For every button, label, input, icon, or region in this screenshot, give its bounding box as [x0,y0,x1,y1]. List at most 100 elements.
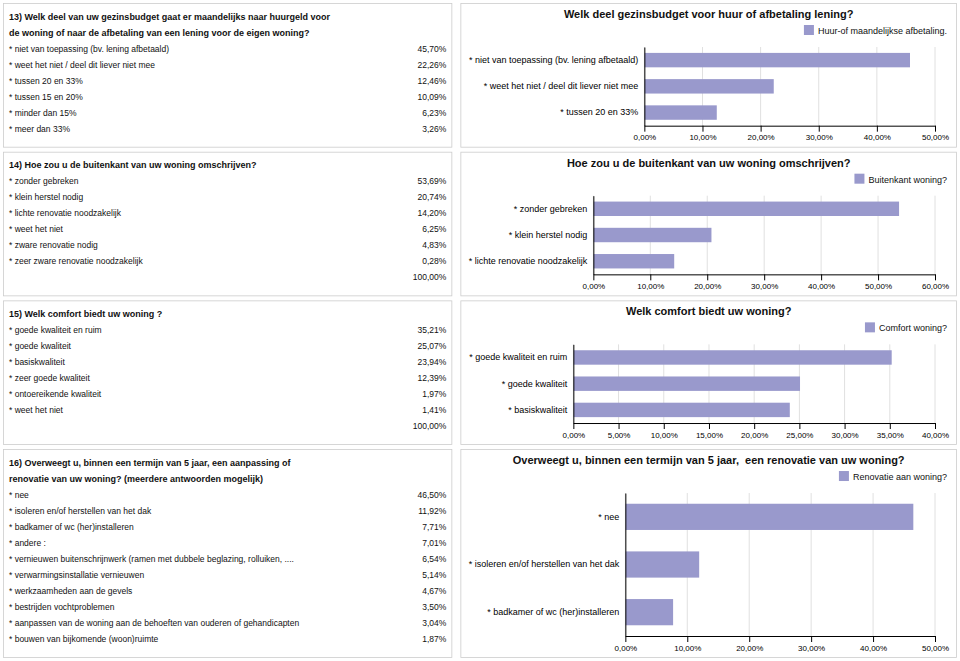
tick-mark [749,636,750,642]
axis-line [645,126,936,127]
x-tick: 50,00% [922,636,949,653]
chart-title: Hoe zou u de buitenkant van uw woning om… [567,157,851,169]
row-value: 11,92% [418,506,447,516]
x-tick: 20,00% [741,423,768,440]
y-tick: * nee [598,512,625,522]
row-value: 46,50% [418,490,447,500]
row-label: * vernieuwen buitenschrijnwerk (ramen me… [9,554,294,564]
legend-label: Renovatie aan woning? [853,472,947,482]
panel-question: 14) Hoe zou u de buitenkant van uw wonin… [9,160,257,170]
text-panel: 13) Welk deel van uw gezinsbudget gaat e… [4,4,452,148]
tick-mark [845,423,846,429]
tick-mark [935,274,936,280]
tick-label: 50,00% [865,282,892,291]
grid [593,196,935,275]
grid [644,47,935,126]
y-tick: * weet het niet / deel dit liever niet m… [484,81,645,91]
x-axis: 0,00%10,00%20,00%30,00%40,00%50,00%60,00… [583,274,950,291]
question-line: 14) Hoe zou u de buitenkant van uw wonin… [9,160,257,170]
category-label: * isoleren en/of herstellen van het dak [469,559,620,569]
y-axis: * tussen 20 en 33% * weet het niet / deel… [469,48,645,127]
x-tick: 60,00% [922,274,949,291]
row-label: * tussen 20 en 33% [9,76,83,86]
tick-mark [799,423,800,429]
x-tick: 10,00% [651,423,678,440]
x-tick: 50,00% [865,274,892,291]
x-tick: 35,00% [877,423,904,440]
row-label: * basiskwaliteit [9,357,65,367]
legend-swatch [854,174,864,184]
panel-total: 100,00% [413,272,447,282]
tick-mark [619,423,620,429]
row-value: 22,26% [418,60,447,70]
legend-label: Buitenkant woning? [868,175,947,185]
row-label: * aanpassen van de woning aan de behoeft… [9,618,299,628]
tick-label: 20,00% [741,431,768,440]
tick-label: 0,00% [634,133,657,142]
x-tick: 40,00% [860,636,887,653]
row-value: 10,09% [418,92,447,102]
row-value: 1,87% [422,634,447,644]
tick-label: 50,00% [922,644,949,653]
x-tick: 40,00% [808,274,835,291]
row-value: 6,54% [422,554,447,564]
row-value: 45,70% [418,44,447,54]
grid [573,344,935,423]
row-value: 5,14% [422,570,447,580]
row-label: * minder dan 15% [9,108,77,118]
axis-line [625,494,626,637]
tick-label: 30,00% [806,133,833,142]
tick-mark [707,274,708,280]
grid-line [593,196,594,275]
row-value: 25,07% [418,341,447,351]
bar [573,403,789,417]
tick-label: 20,00% [694,282,721,291]
x-tick: 10,00% [637,274,664,291]
category-label: * basiskwaliteit [508,405,568,415]
x-tick: 30,00% [798,636,825,653]
panel-frame [461,301,957,445]
panel-frame [461,152,957,296]
tick-mark [754,423,755,429]
panel-frame [4,152,452,296]
tick-mark [878,274,879,280]
row-label: * nee [9,490,29,500]
axis-line [644,48,645,127]
axis-line [573,345,574,424]
bar [644,79,773,93]
y-tick: * isoleren en/of herstellen van het dak [469,559,626,569]
y-tick: * zonder gebreken [514,204,594,214]
x-axis: 0,00%5,00%10,00%15,00%20,00%25,00%30,00%… [563,423,950,440]
legend: Renovatie aan woning? [839,471,947,482]
chart-root: 13) Welk deel van uw gezinsbudget gaat e… [0,0,960,661]
text-panel: 14) Hoe zou u de buitenkant van uw wonin… [4,152,452,296]
grid-line [625,493,626,636]
y-tick: * goede kwaliteit [502,379,574,389]
bar [593,254,674,268]
y-tick: * badkamer of wc (her)installeren [487,607,625,617]
row-label: * bouwen van bijkomende (woon)ruimte [9,634,159,644]
row-value: 7,01% [422,538,447,548]
row-value: 23,94% [418,357,447,367]
legend-swatch [865,322,875,332]
category-label: * tussen 20 en 33% [560,107,638,117]
tick-label: 0,00% [563,431,586,440]
row-label: * zeer goede kwaliteit [9,373,90,383]
question-line: 15) Welk comfort biedt uw woning ? [9,309,162,319]
x-tick: 40,00% [922,423,949,440]
row-label: * andere : [9,538,46,548]
bar [625,504,913,530]
y-tick: * basiskwaliteit [508,405,573,415]
tick-label: 60,00% [922,282,949,291]
row-value: 4,67% [422,586,447,596]
x-tick: 30,00% [751,274,778,291]
chart-title: Welk deel gezinsbudget voor huur of afbe… [564,8,854,20]
grid-line [935,493,936,636]
question-line: 13) Welk deel van uw gezinsbudget gaat e… [9,12,330,22]
tick-label: 30,00% [798,644,825,653]
grid-line [935,196,936,275]
text-panel: 15) Welk comfort biedt uw woning ?35,21%… [4,301,452,445]
tick-label: 40,00% [864,133,891,142]
tick-label: 20,00% [748,133,775,142]
row-value: 53,69% [418,176,447,186]
